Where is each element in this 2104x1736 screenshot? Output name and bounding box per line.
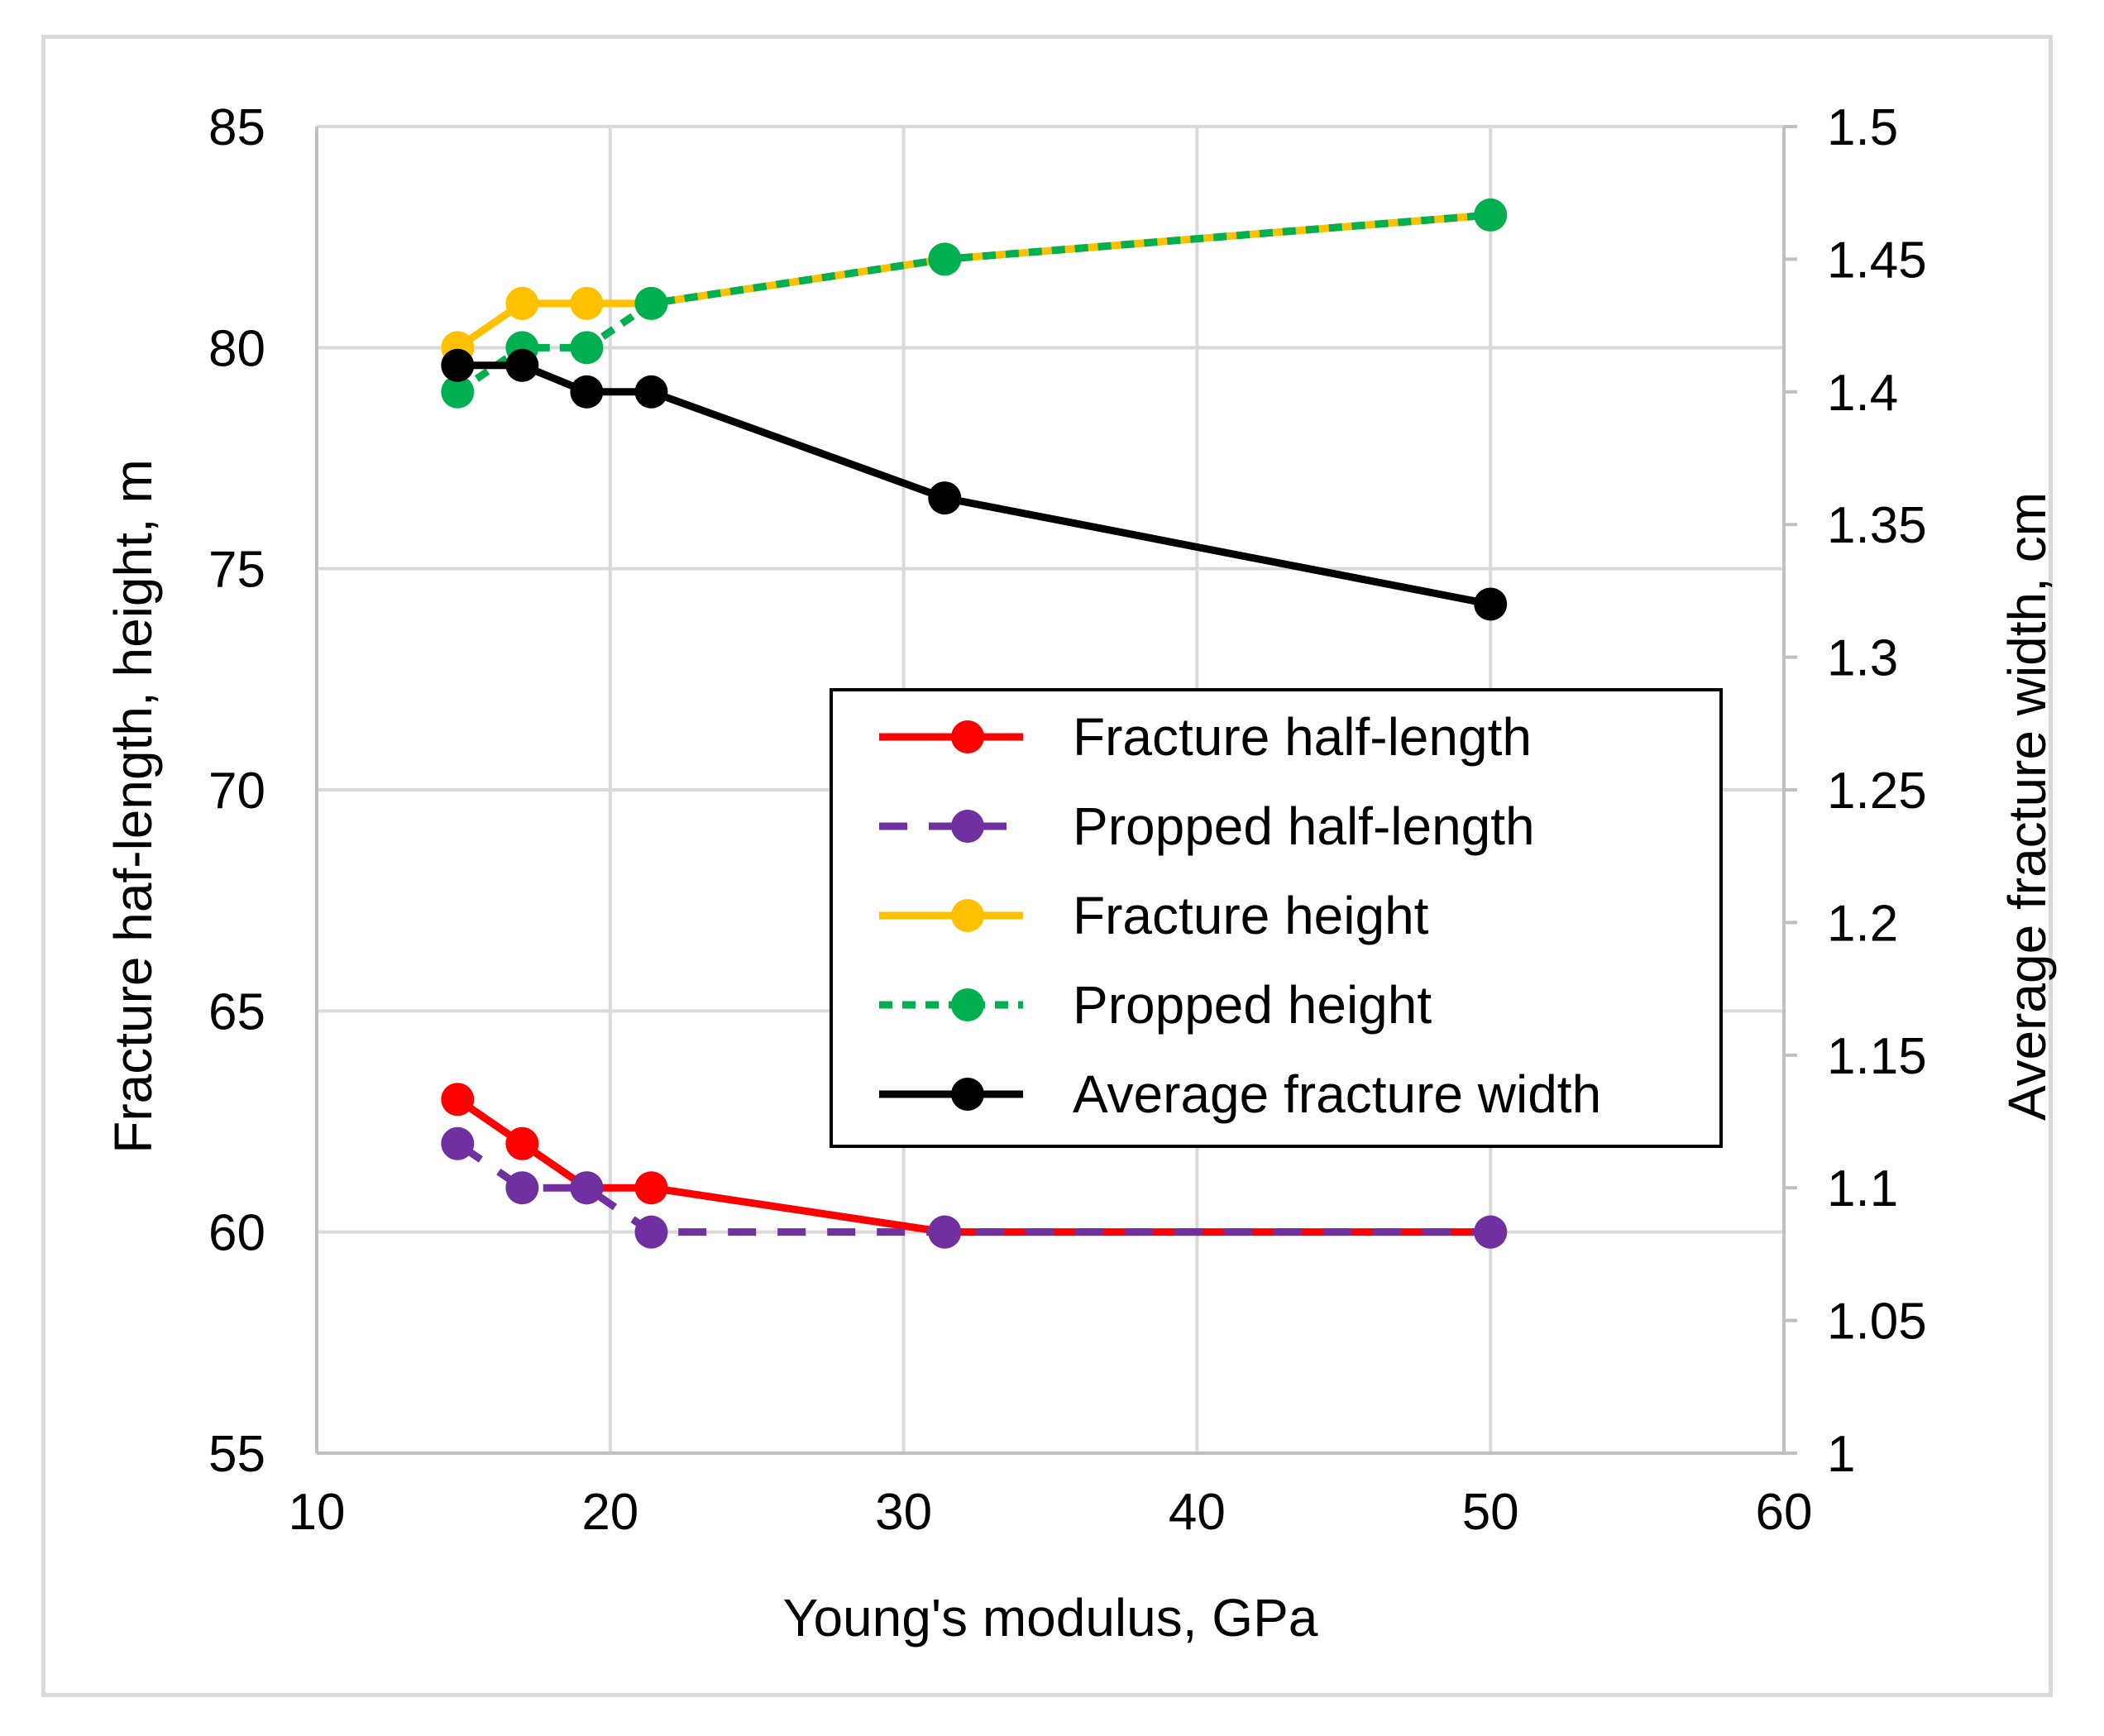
legend-entries: Fracture half-length Propped half-length F… <box>879 707 1601 1124</box>
data-point <box>505 286 539 320</box>
y2-tick-label: 1.35 <box>1827 497 1927 554</box>
data-point <box>570 331 604 365</box>
series-line <box>455 211 1491 395</box>
data-point <box>634 1215 668 1249</box>
data-point <box>634 1171 668 1205</box>
y2-tick-label: 1.05 <box>1827 1294 1927 1351</box>
y2-tick-label: 1.25 <box>1827 763 1927 820</box>
data-point <box>441 348 475 382</box>
x-tick-label: 40 <box>1169 1484 1226 1541</box>
data-point <box>1474 1215 1508 1249</box>
y2-tick-label: 1.5 <box>1827 99 1898 156</box>
legend-label: Fracture height <box>1073 886 1429 945</box>
data-point <box>570 286 604 320</box>
x-tick-label: 20 <box>581 1484 638 1541</box>
axes <box>315 125 1797 1455</box>
legend-swatch-marker <box>951 988 984 1021</box>
x-axis-title: Young's modulus, GPa <box>783 1588 1318 1648</box>
data-point <box>1474 587 1508 621</box>
data-point <box>1474 198 1508 232</box>
x-tick-label: 10 <box>289 1484 346 1541</box>
legend-entry: Average fracture width <box>879 1064 1601 1124</box>
data-point <box>505 1126 539 1160</box>
y-tick-label: 65 <box>208 983 265 1040</box>
y-tick-label: 55 <box>208 1426 265 1483</box>
data-point <box>928 1215 962 1249</box>
legend: Fracture half-length Propped half-length F… <box>830 688 1723 1148</box>
legend-entry: Fracture height <box>879 886 1429 945</box>
series <box>441 198 1508 1249</box>
series-1 <box>441 1126 1508 1249</box>
legend-label: Propped half-length <box>1073 796 1535 856</box>
legend-label: Propped height <box>1073 975 1432 1035</box>
data-point <box>570 375 604 409</box>
y-tick-label: 85 <box>208 99 265 156</box>
x-tick-label: 60 <box>1756 1484 1813 1541</box>
data-point <box>928 481 962 515</box>
data-point <box>441 1126 475 1160</box>
data-point <box>928 242 962 276</box>
y-tick-label: 70 <box>208 763 265 820</box>
legend-entry: Propped half-length <box>879 796 1535 856</box>
y2-axis-title: Average fracture width, cm <box>1997 492 2057 1121</box>
series-line <box>455 211 1491 352</box>
legend-swatch-marker <box>951 1078 984 1111</box>
y-tick-label: 75 <box>208 542 265 599</box>
y2-tick-label: 1.1 <box>1827 1160 1898 1217</box>
data-point <box>570 1171 604 1205</box>
data-point <box>441 375 475 409</box>
series-3 <box>441 198 1508 409</box>
legend-entry: Fracture half-length <box>879 707 1532 767</box>
legend-swatch-marker <box>951 720 984 753</box>
y2-tick-label: 1.45 <box>1827 232 1927 289</box>
legend-label: Fracture half-length <box>1073 707 1532 767</box>
legend-label: Average fracture width <box>1073 1064 1601 1124</box>
y2-tick-label: 1.4 <box>1827 365 1898 422</box>
data-point <box>505 1171 539 1205</box>
data-point <box>634 375 668 409</box>
legend-swatch-marker <box>951 899 984 932</box>
legend-entry: Propped height <box>879 975 1432 1035</box>
y-tick-label: 60 <box>208 1205 265 1262</box>
y-axis-title: Fracture haf-length, height, m <box>103 459 163 1154</box>
y-tick-label: 80 <box>208 320 265 377</box>
x-tick-label: 50 <box>1462 1484 1519 1541</box>
y2-tick-label: 1.15 <box>1827 1028 1927 1085</box>
data-point <box>505 348 539 382</box>
y2-tick-label: 1.2 <box>1827 895 1898 952</box>
data-point <box>634 286 668 320</box>
tick-labels: 10 20 30 40 50 60 55 60 65 70 75 80 85 1 1.05 1.1 1.15 1.… <box>208 99 1927 1541</box>
legend-swatch-marker <box>951 810 984 843</box>
x-tick-label: 30 <box>875 1484 932 1541</box>
data-point <box>441 1083 475 1117</box>
y2-tick-label: 1 <box>1827 1426 1855 1483</box>
series-4 <box>441 348 1508 621</box>
y2-tick-label: 1.3 <box>1827 630 1898 687</box>
